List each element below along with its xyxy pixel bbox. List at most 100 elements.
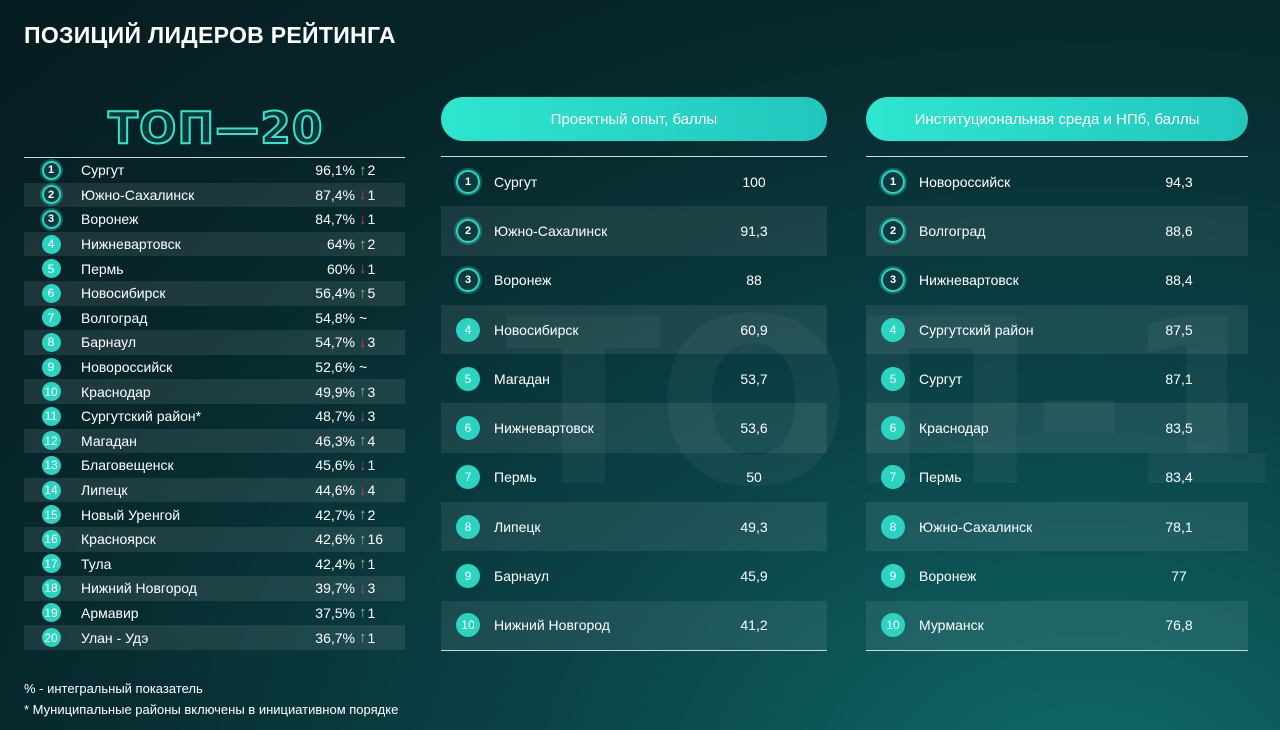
rank-cell: 5 (41, 259, 61, 279)
score-value: 49,3 (740, 518, 768, 535)
city-name: Нижневартовск (494, 420, 594, 437)
table-row: 1 Новороссийск 94,3 (866, 157, 1248, 206)
arrow-up-icon: ↑ (359, 235, 367, 253)
rank-change: ↑ 1 (355, 605, 405, 621)
table-row: 18 Нижний Новгород 39,7% ↓ 3 (24, 576, 405, 601)
city-name: Пермь (494, 469, 537, 486)
rank-badge: 20 (41, 628, 61, 648)
rank-cell: 5 (880, 366, 906, 392)
score-value: 53,7 (740, 370, 768, 387)
page-title: ПОЗИЦИЙ ЛИДЕРОВ РЕЙТИНГА (24, 22, 396, 48)
rank-cell: 2 (455, 218, 481, 244)
score-value: 41,2 (740, 617, 768, 634)
footnote-percent: % - интегральный показатель (24, 681, 203, 696)
score-value: 91,3 (740, 222, 768, 239)
score-value: 45,9 (740, 568, 768, 585)
medal-icon: 1 (456, 169, 480, 194)
rank-cell: 10 (41, 382, 61, 402)
arrow-up-icon: ↑ (359, 383, 367, 401)
table-row: 2 Волгоград 88,6 (866, 206, 1248, 256)
rank-change-value: 1 (367, 211, 376, 228)
score-value: 87,5 (1165, 321, 1193, 338)
table-row: 9 Барнаул 45,9 (441, 551, 827, 600)
rank-change-value: 4 (367, 432, 376, 449)
city-name: Сургутский район* (81, 408, 202, 425)
rank-badge: 6 (456, 416, 480, 441)
city-name: Нижний Новгород (81, 580, 197, 597)
city-name: Мурманск (919, 617, 984, 634)
table-row: 7 Пермь 83,4 (866, 453, 1248, 502)
rank-badge: 18 (41, 578, 61, 598)
medal-icon: 2 (881, 218, 905, 243)
city-name: Липецк (494, 518, 541, 535)
rank-cell: 8 (41, 332, 61, 352)
rank-cell: 9 (880, 563, 906, 589)
city-name: Магадан (81, 432, 137, 449)
integral-percent: 87,4% (315, 186, 355, 203)
rank-change-value: 2 (367, 506, 376, 523)
integral-percent: 37,5% (315, 604, 355, 621)
table-row: 6 Нижневартовск 53,6 (441, 403, 827, 453)
city-name: Новосибирск (494, 321, 579, 338)
table-row: 19 Армавир 37,5% ↑ 1 (24, 601, 405, 626)
table-row: 3 Воронеж 88 (441, 256, 827, 305)
rank-change-value: 5 (367, 285, 376, 302)
rank-change-value: 4 (367, 482, 376, 499)
rank-change: ↓ 1 (355, 211, 405, 227)
table-row: 9 Новороссийск 52,6% ~ (24, 355, 405, 380)
rank-badge: 10 (881, 613, 905, 638)
footnote-municipal: * Муниципальные районы включены в инициа… (24, 702, 399, 717)
rank-change: ↑ 1 (355, 556, 405, 572)
city-name: Воронеж (494, 272, 552, 289)
integral-percent: 52,6% (315, 359, 355, 376)
medal-icon: 2 (41, 185, 61, 205)
rank-change-value: 1 (367, 555, 376, 572)
integral-percent: 60% (326, 260, 355, 277)
rank-change: ↑ 1 (355, 630, 405, 646)
city-name: Волгоград (919, 222, 986, 239)
table-row: 15 Новый Уренгой 42,7% ↑ 2 (24, 502, 405, 527)
city-name: Магадан (494, 370, 550, 387)
rank-cell: 5 (455, 366, 481, 392)
integral-percent: 54,8% (315, 309, 355, 326)
rank-change-value: 3 (367, 580, 376, 597)
medal-icon: 2 (456, 218, 480, 243)
score-value: 94,3 (1165, 173, 1193, 190)
rank-cell: 9 (455, 563, 481, 589)
table-row: 6 Новосибирск 56,4% ↑ 5 (24, 280, 405, 306)
project-experience-panel: Проектный опыт, баллы 1 Сургут 100 2 Южно-Са… (441, 97, 827, 651)
table-row: 8 Липецк 49,3 (441, 502, 827, 552)
score-value: 83,4 (1165, 469, 1193, 486)
city-name: Нижневартовск (919, 272, 1019, 289)
table-row: 11 Сургутский район* 48,7% ↓ 3 (24, 404, 405, 429)
rank-badge: 10 (41, 382, 61, 402)
medal-icon: 1 (41, 160, 61, 180)
city-name: Воронеж (919, 568, 977, 585)
footnotes: % - интегральный показатель * Муниципаль… (24, 678, 398, 720)
score-value: 88,6 (1165, 222, 1193, 239)
rank-change-value: 3 (367, 334, 376, 351)
table-row: 20 Улан - Удэ 36,7% ↑ 1 (24, 625, 405, 650)
institutional-table: 1 Новороссийск 94,3 2 Волгоград 88,6 3 Нижневар… (866, 156, 1248, 651)
city-name: Пермь (81, 260, 124, 277)
rank-cell: 14 (41, 480, 61, 500)
city-name: Липецк (81, 482, 128, 499)
rank-badge: 16 (41, 529, 61, 549)
arrow-up-icon: ↑ (359, 432, 367, 450)
rank-badge: 6 (41, 283, 61, 303)
arrow-down-icon: ↓ (359, 481, 367, 499)
score-value: 87,1 (1165, 370, 1193, 387)
rank-change: ↓ 4 (355, 482, 405, 498)
rank-cell: 4 (880, 317, 906, 343)
arrow-down-icon: ↓ (359, 210, 367, 228)
rank-cell: 3 (880, 267, 906, 293)
integral-percent: 56,4% (315, 285, 355, 302)
rank-cell: 12 (41, 431, 61, 451)
rank-badge: 17 (41, 554, 61, 574)
city-name: Южно-Сахалинск (81, 186, 195, 203)
integral-percent: 54,7% (315, 334, 355, 351)
table-row: 12 Магадан 46,3% ↑ 4 (24, 428, 405, 454)
rank-cell: 20 (41, 628, 61, 648)
integral-percent: 44,6% (315, 482, 355, 499)
city-name: Барнаул (81, 334, 136, 351)
